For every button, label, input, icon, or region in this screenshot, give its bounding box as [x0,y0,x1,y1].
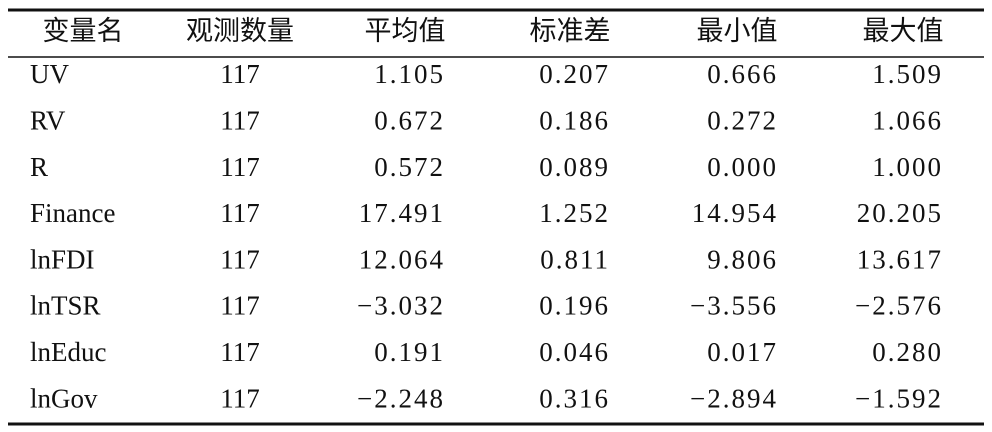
cell: 117 [220,244,260,274]
row-label: lnFDI [30,244,95,274]
cell: 0.272 [707,106,778,136]
cell: 0.089 [539,152,610,182]
cell: 0.572 [374,152,445,182]
cell: −1.592 [855,383,943,413]
cell: 0.046 [539,337,610,367]
cell: 0.811 [540,244,610,274]
row-label: UV [30,59,69,89]
cell: −2.248 [357,383,445,413]
cell: −3.556 [690,291,778,321]
cell: 1.105 [374,59,445,89]
cell: 0.207 [539,59,610,89]
cell: 0.280 [872,337,943,367]
row-label: RV [30,106,66,136]
cell: −2.894 [690,383,778,413]
header-cell: 最大值 [863,16,944,46]
cell: 9.806 [707,244,778,274]
cell: 14.954 [692,198,778,228]
cell: 0.666 [707,59,778,89]
cell: 13.617 [857,244,943,274]
cell: 1.509 [872,59,943,89]
row-label: Finance [30,198,115,228]
header-cell: 最小值 [697,16,778,46]
cell: 117 [220,198,260,228]
row-label: lnGov [30,383,98,413]
header-cell: 标准差 [530,16,611,46]
cell: 117 [220,59,260,89]
cell: 1.000 [872,152,943,182]
cell: 0.017 [707,337,778,367]
cell: 1.252 [539,198,610,228]
cell: 1.066 [872,106,943,136]
cell: 117 [220,106,260,136]
cell: 0.196 [539,291,610,321]
cell: 0.672 [374,106,445,136]
header-cell: 平均值 [365,16,446,46]
cell: −3.032 [357,291,445,321]
row-label: lnEduc [30,337,106,367]
cell: 0.186 [539,106,610,136]
cell: 117 [220,291,260,321]
cell: 0.000 [707,152,778,182]
cell: 0.316 [539,383,610,413]
cell: 20.205 [857,198,943,228]
row-label: lnTSR [30,291,101,321]
cell: 117 [220,152,260,182]
cell: 117 [220,383,260,413]
header-cell: 变量名 [43,16,124,46]
cell: 17.491 [359,198,445,228]
header-cell: 观测数量 [186,16,294,46]
cell: −2.576 [855,291,943,321]
row-label: R [30,152,48,182]
cell: 0.191 [374,337,445,367]
cell: 12.064 [359,244,445,274]
cell: 117 [220,337,260,367]
